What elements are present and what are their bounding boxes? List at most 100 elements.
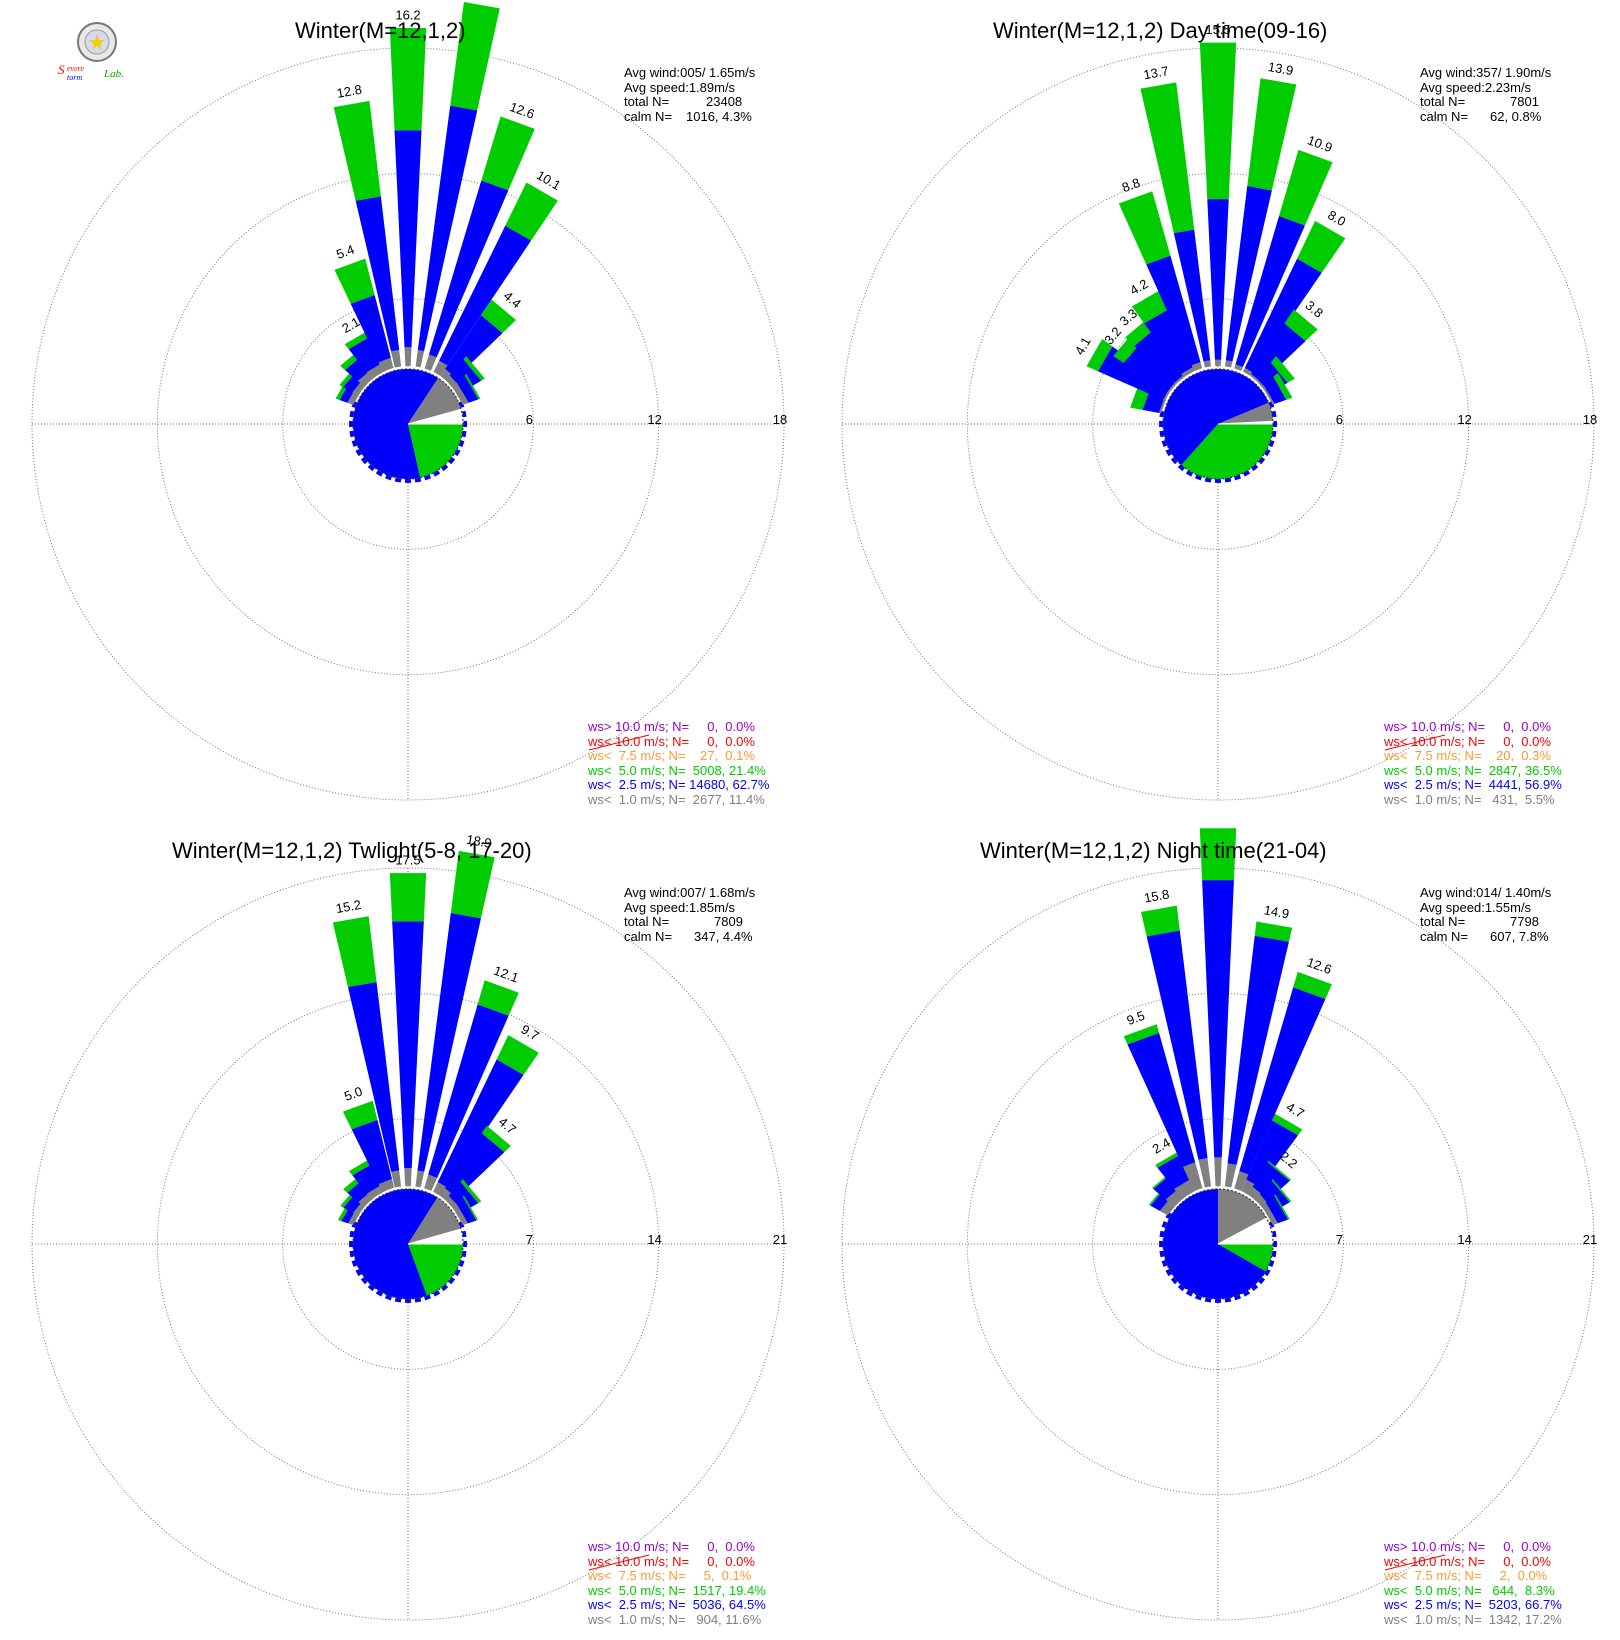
legend-entry-label: ws< 5.0 m/s; N= 2847, 36.5%: [1384, 762, 1562, 778]
rim-tick: [1161, 1260, 1168, 1268]
panel-winter-twilight: 7 14 21 5.0 15.2 17.5 18.9 12.1 9.7 4.7 Winter(M=…: [0, 820, 810, 1640]
legend-entry-label: ws< 7.5 m/s; N= 5, 0.1%: [588, 1568, 752, 1583]
bar-segment-lt5: [1247, 78, 1297, 191]
rim-tick: [351, 1220, 358, 1228]
bar-segment-lt5: [1086, 338, 1113, 372]
rim-tick: [454, 1268, 461, 1277]
bar-segment-lt2-5: [1227, 935, 1289, 1165]
bar-segment-lt1: [451, 1202, 468, 1226]
bar-segment-lt5: [332, 916, 377, 988]
bar-segment-lt2-5: [392, 921, 424, 1169]
stats-block: Avg wind:014/ 1.40m/s Avg speed: 1.55m/s…: [1420, 885, 1551, 944]
bar-value-label: 10.1: [534, 167, 563, 193]
ring-label: 21: [773, 1232, 787, 1247]
rim-tick: [355, 448, 362, 457]
bar-segment-lt5: [333, 100, 381, 201]
legend-entry: ws< 7.5 m/s; N= 2, 0.0%: [1384, 1568, 1562, 1584]
bar-segment-lt5: [1140, 905, 1180, 937]
bar-segment-lt5: [496, 1035, 539, 1075]
pie-slice-lt2-5: [1163, 368, 1269, 466]
rim-tick: [394, 1297, 402, 1303]
bar-segment-lt1: [1243, 367, 1254, 377]
ring-label: 12: [647, 412, 661, 427]
rim-tick: [448, 1277, 456, 1285]
bar-segment-lt1: [1182, 1162, 1203, 1192]
bar-value-label: 13.7: [1142, 63, 1170, 82]
avg-speed-row: Avg speed: 1.89m/s: [624, 79, 736, 95]
bar-segment-lt1: [1181, 367, 1195, 378]
legend-entry-label: ws< 2.5 m/s; N= 4441, 56.9%: [1384, 777, 1562, 792]
bar-value-label: 8.0: [1325, 207, 1348, 229]
ring-label: 7: [1336, 1232, 1343, 1247]
legend-entry-label: ws> 10.0 m/s; N= 0, 0.0%: [588, 719, 755, 734]
rim-tick: [1264, 1268, 1271, 1277]
bar-segment-lt2-5: [355, 196, 400, 352]
bar-segment-lt2-5: [1265, 1195, 1289, 1224]
panel-winter-day: 6 12 18 4.1 3.2 3.3 4.2 8.8 13.7 15.5 13.9 10.9 8.0 3…: [810, 0, 1620, 820]
wind-rose-chart: 7 14 21 5.0 15.2 17.5 18.9 12.1 9.7 4.7: [31, 832, 787, 1621]
speed-legend: ws> 10.0 m/s; N= 0, 0.0% ws< 10.0 m/s; N=…: [1384, 719, 1562, 807]
bar-segment-lt1: [1198, 1157, 1211, 1188]
bar-segment-lt1: [424, 354, 437, 371]
bar-value-label: 9.7: [519, 1022, 542, 1044]
pie-slice-lt5: [1218, 1244, 1273, 1272]
bar-value-label: 8.8: [1120, 175, 1142, 195]
bar-segment-lt2-5: [1123, 341, 1178, 392]
bar-segment-lt2-5: [1263, 376, 1287, 404]
legend-entry-label: ws< 5.0 m/s; N= 1517, 19.4%: [588, 1582, 766, 1598]
bar-segment-lt5: [1118, 191, 1171, 265]
avg-wind-row: Avg wind:357/ 1.90m/s: [1420, 65, 1552, 80]
bar-segment-lt2-5: [1144, 309, 1193, 374]
rim-tick: [1185, 1290, 1194, 1297]
bar-segment-lt5: [1272, 1113, 1303, 1136]
rim-tick: [458, 440, 465, 448]
legend-entry-label: ws< 1.0 m/s; N= 2677, 11.4%: [588, 791, 765, 807]
bar-segment-lt2-5: [1225, 186, 1272, 362]
bar-segment-lt5: [463, 356, 485, 381]
pie-outline: [352, 368, 464, 480]
bar-value-label: 10.9: [1306, 132, 1335, 155]
rim-tick: [1159, 1240, 1164, 1248]
legend-entry: ws< 7.5 m/s; N= 20, 0.3%: [1384, 748, 1562, 764]
bar-segment-lt2-5: [1251, 323, 1306, 383]
calm-n-row: calm N= 62, 0.8%: [1420, 108, 1542, 124]
pie-outline: [1162, 1188, 1274, 1300]
pie-slice-lt1: [1218, 1189, 1267, 1244]
legend-entry-label: ws< 10.0 m/s; N= 0, 0.0%: [1384, 733, 1551, 749]
legend-entry-label: ws< 10.0 m/s; N= 0, 0.0%: [1384, 1553, 1551, 1569]
calm-n-row: calm N= 1016, 4.3%: [624, 108, 752, 124]
rim-tick: [351, 1260, 358, 1268]
bar-value-label: 12.1: [492, 963, 521, 986]
rim-tick: [1268, 440, 1275, 448]
rim-tick: [1242, 470, 1251, 477]
legend-entry: ws< 10.0 m/s; N= 0, 0.0%: [1384, 1553, 1562, 1570]
legend-entry-label: ws< 2.5 m/s; N= 5203, 66.7%: [1384, 1597, 1562, 1612]
legend-entry-label: ws< 1.0 m/s; N= 1342, 17.2%: [1384, 1611, 1562, 1627]
rim-tick: [367, 464, 375, 472]
bar-value-label: 15.8: [1143, 886, 1171, 905]
grid-ring: [966, 172, 1470, 676]
rim-tick: [1161, 1220, 1168, 1228]
rim-tick: [1204, 477, 1212, 483]
bar-segment-lt1: [391, 1170, 402, 1188]
stats-block: Avg wind:007/ 1.68m/s Avg speed: 1.85m/s…: [624, 885, 755, 944]
bar-segment-lt2-5: [1173, 229, 1211, 362]
bar-segment-lt2-5: [1127, 1032, 1196, 1167]
bar-segment-lt1: [378, 1178, 395, 1192]
bar-value-label: 17.6: [470, 0, 498, 2]
rim-tick: [404, 478, 412, 483]
rim-tick: [394, 477, 402, 483]
svg-text:evere: evere: [67, 64, 84, 73]
ring-label: 14: [1457, 1232, 1471, 1247]
bar-segment-lt1: [1261, 1202, 1278, 1225]
bar-segment-lt1: [1262, 384, 1275, 405]
legend-entry: ws< 2.5 m/s; N= 5203, 66.7%: [1384, 1597, 1562, 1613]
calm-n-row: calm N= 607, 7.8%: [1420, 928, 1549, 944]
grid-ring: [156, 172, 660, 676]
bar-segment-lt5: [1254, 921, 1293, 942]
bar-segment-lt1: [433, 1182, 447, 1197]
svg-text:Lab.: Lab.: [103, 68, 124, 80]
rim-tick: [1258, 1277, 1266, 1285]
rim-tick: [1185, 470, 1194, 477]
